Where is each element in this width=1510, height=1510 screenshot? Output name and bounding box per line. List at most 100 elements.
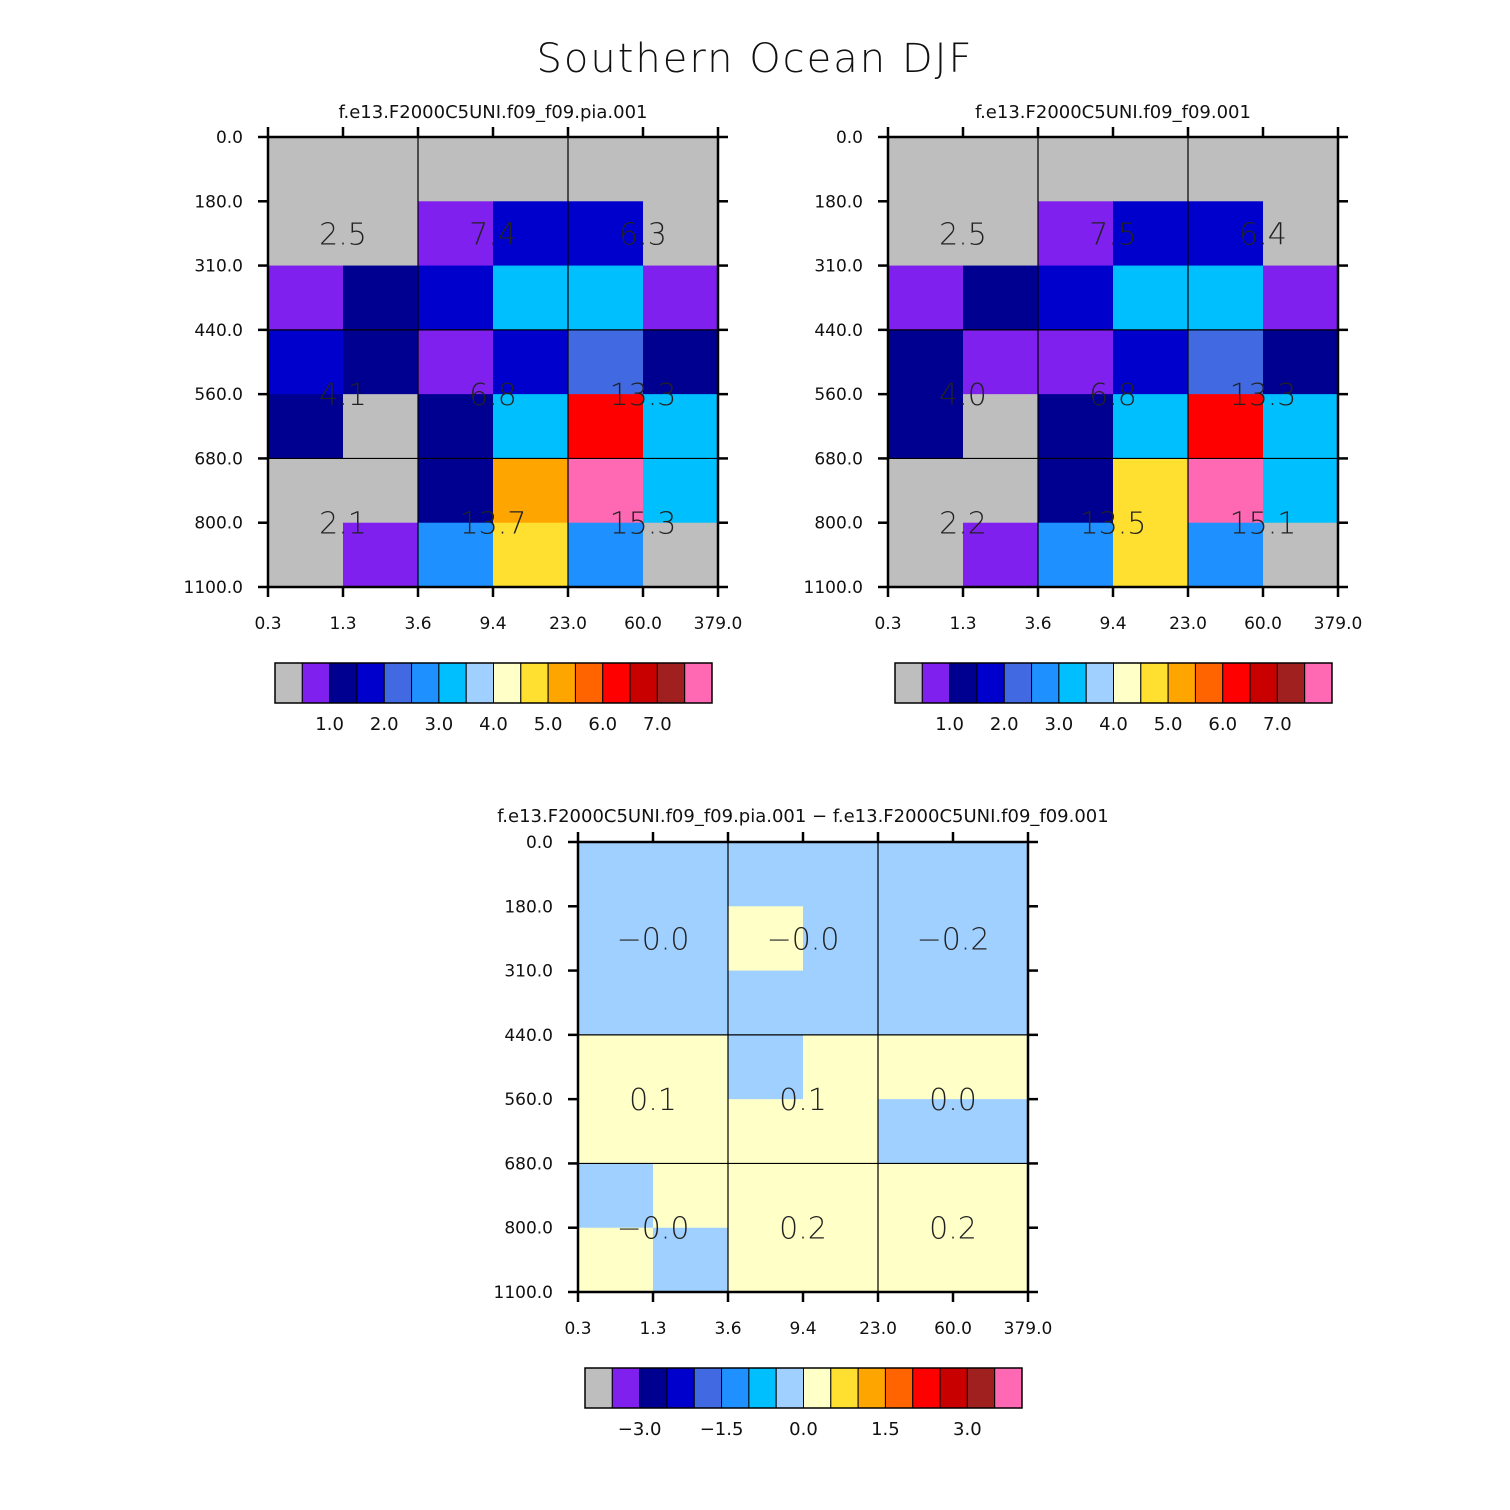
group-total-label: 15.3 xyxy=(610,507,677,542)
heatmap-cell xyxy=(963,201,1039,267)
group-total-label: 0.2 xyxy=(779,1212,827,1247)
colorbar-box xyxy=(830,1367,859,1409)
heatmap-cell xyxy=(643,458,719,524)
colorbar-box xyxy=(1194,662,1224,704)
heatmap-cell xyxy=(963,394,1039,460)
y-tick-label: 440.0 xyxy=(504,1026,553,1046)
colorbar-box xyxy=(803,1367,832,1409)
colorbar-box xyxy=(1085,662,1114,704)
group-total-label: −0.0 xyxy=(617,1212,690,1247)
colorbar-label: 7.0 xyxy=(1263,714,1292,735)
colorbar-box xyxy=(629,662,658,704)
x-tick-label: 9.4 xyxy=(789,1319,816,1339)
colorbar-box xyxy=(438,662,467,704)
heatmap-cell xyxy=(1113,394,1189,460)
heatmap-cell xyxy=(653,1163,729,1229)
colorbar-box xyxy=(274,662,303,704)
heatmap-cell xyxy=(568,458,644,524)
colorbar-box xyxy=(1003,662,1033,704)
heatmap-cell xyxy=(963,137,1039,202)
x-tick-label: 379.0 xyxy=(694,614,743,634)
heatmap-cell xyxy=(1188,522,1264,588)
heatmap-cell xyxy=(888,265,964,331)
heatmap-cell xyxy=(343,394,419,460)
colorbar-box xyxy=(465,662,494,704)
heatmap-cell xyxy=(268,522,344,588)
heatmap-cell xyxy=(953,906,1029,972)
colorbar-frame xyxy=(274,662,713,704)
heatmap-cell xyxy=(493,458,569,524)
heatmap-cell xyxy=(953,842,1029,907)
colorbar-box xyxy=(693,1367,723,1409)
heatmap-cell xyxy=(1263,458,1339,524)
group-total-label: −0.0 xyxy=(767,922,840,957)
heatmap-cell xyxy=(728,906,804,972)
heatmap-cell xyxy=(653,970,729,1036)
x-tick-label: 23.0 xyxy=(859,1319,897,1339)
heatmap-cell xyxy=(578,1163,654,1229)
colorbar-box xyxy=(1222,662,1251,704)
heatmap-cell xyxy=(878,970,954,1036)
y-tick-label: 180.0 xyxy=(194,192,243,212)
y-tick-label: 0.0 xyxy=(216,128,243,148)
x-tick-label: 0.3 xyxy=(874,614,901,634)
colorbar-box xyxy=(775,1367,804,1409)
heatmap-cell xyxy=(803,1163,879,1229)
heatmap-cell xyxy=(1263,137,1339,202)
heatmap-cell xyxy=(888,458,964,524)
heatmap-cell xyxy=(343,329,419,395)
heatmap-cell xyxy=(578,1099,654,1165)
heatmap-cell xyxy=(643,201,719,267)
colorbar-box xyxy=(493,662,522,704)
heatmap-cell xyxy=(268,329,344,395)
colorbar-label: 5.0 xyxy=(534,714,563,735)
colorbar-box xyxy=(748,1367,777,1409)
heatmap-cell xyxy=(1038,522,1114,588)
heatmap-cell xyxy=(1263,201,1339,267)
heatmap-cell xyxy=(803,1099,879,1165)
heatmap-cell xyxy=(953,1099,1029,1165)
y-tick-label: 0.0 xyxy=(526,833,553,853)
y-tick-label: 1100.0 xyxy=(494,1283,553,1303)
heatmap-cell xyxy=(963,458,1039,524)
heatmap-cell xyxy=(1038,329,1114,395)
heatmap-cell xyxy=(653,1034,729,1100)
y-tick-label: 310.0 xyxy=(504,962,553,982)
group-total-label: 13.7 xyxy=(460,507,527,542)
colorbar-label: 1.5 xyxy=(871,1419,900,1440)
heatmap-cell xyxy=(418,458,494,524)
heatmap-cell xyxy=(878,1099,954,1165)
x-tick-label: 60.0 xyxy=(1244,614,1282,634)
group-total-label: 0.1 xyxy=(629,1083,677,1118)
x-tick-label: 9.4 xyxy=(1099,614,1126,634)
y-tick-label: 440.0 xyxy=(814,321,863,341)
heatmap-cell xyxy=(888,522,964,588)
colorbar-frame xyxy=(584,1367,1023,1409)
colorbar-box xyxy=(574,662,604,704)
group-total-label: 2.5 xyxy=(319,217,367,252)
colorbar-box xyxy=(584,1367,613,1409)
panel-title: f.e13.F2000C5UNI.f09_f09.pia.001 − f.e13… xyxy=(497,806,1108,827)
panel-difference: f.e13.F2000C5UNI.f09_f09.pia.001 − f.e13… xyxy=(494,806,1109,1440)
y-tick-label: 1100.0 xyxy=(184,578,243,598)
heatmap-cell xyxy=(578,842,654,907)
colorbar-label: 2.0 xyxy=(990,714,1019,735)
heatmap-cell xyxy=(1263,522,1339,588)
colorbar-label: 3.0 xyxy=(953,1419,982,1440)
group-total-label: 6.4 xyxy=(1239,217,1287,252)
heatmap-cell xyxy=(568,522,644,588)
colorbar-label: −3.0 xyxy=(618,1419,662,1440)
group-total-label: 6.8 xyxy=(1089,378,1137,413)
colorbar-label: 4.0 xyxy=(1099,714,1128,735)
colorbar-box xyxy=(994,1367,1023,1409)
colorbar-box xyxy=(301,662,331,704)
heatmap-cell xyxy=(643,137,719,202)
colorbar-box xyxy=(721,1367,750,1409)
heatmap-cell xyxy=(653,1227,729,1293)
heatmap-cell xyxy=(643,394,719,460)
heatmap-cell xyxy=(1038,137,1114,202)
heatmap-cell xyxy=(728,842,804,907)
heatmap-cell xyxy=(888,201,964,267)
colorbar-box xyxy=(939,1367,968,1409)
heatmap-cell xyxy=(493,394,569,460)
